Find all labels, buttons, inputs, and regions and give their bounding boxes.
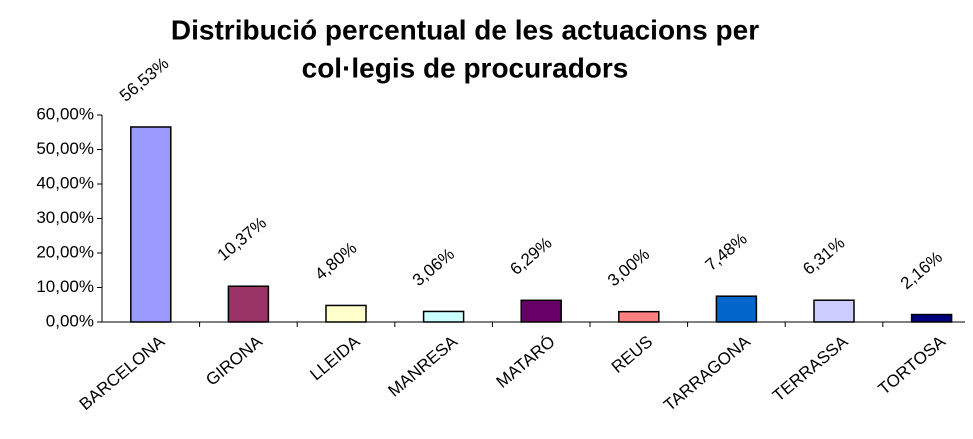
x-tick-label: TARRAGONA [660, 332, 754, 415]
bar [325, 304, 367, 323]
value-label: 6,31% [799, 233, 848, 279]
x-tick-label: TERRASSA [769, 332, 852, 406]
value-label: 10,37% [214, 213, 270, 265]
bar [130, 126, 172, 323]
value-label: 7,48% [702, 229, 751, 275]
y-tick-label: 50,00% [36, 139, 94, 158]
y-tick-label: 0,00% [46, 311, 94, 330]
y-tick-label: 40,00% [36, 173, 94, 192]
bar [520, 299, 562, 323]
y-tick-label: 20,00% [36, 242, 94, 261]
chart-title: Distribució percentual de les actuacions… [171, 14, 759, 45]
x-tick-label: LLEIDA [306, 332, 364, 385]
value-label: 3,06% [409, 244, 458, 290]
value-label: 3,00% [604, 245, 653, 291]
y-tick-label: 60,00% [36, 104, 94, 123]
value-label: 4,80% [311, 238, 360, 284]
value-label: 2,16% [897, 248, 946, 294]
bar [910, 313, 953, 323]
bar [422, 310, 465, 323]
x-tick-label: MANRESA [384, 332, 461, 401]
x-tick-label: GIRONA [202, 332, 266, 390]
x-tick-label: MATARÓ [493, 332, 559, 392]
bar [715, 295, 758, 323]
bar [813, 299, 855, 323]
x-tick-label: TORTOSA [875, 332, 950, 399]
x-tick-label: BARCELONA [76, 332, 169, 414]
bar [227, 285, 270, 323]
value-label: 6,29% [506, 233, 555, 279]
value-label: 56,53% [116, 54, 172, 106]
x-tick-label: REUS [608, 332, 656, 377]
bar [618, 310, 660, 323]
chart-title: col·legis de procuradors [302, 52, 629, 83]
y-tick-label: 10,00% [36, 277, 94, 296]
y-tick-label: 30,00% [36, 208, 94, 227]
